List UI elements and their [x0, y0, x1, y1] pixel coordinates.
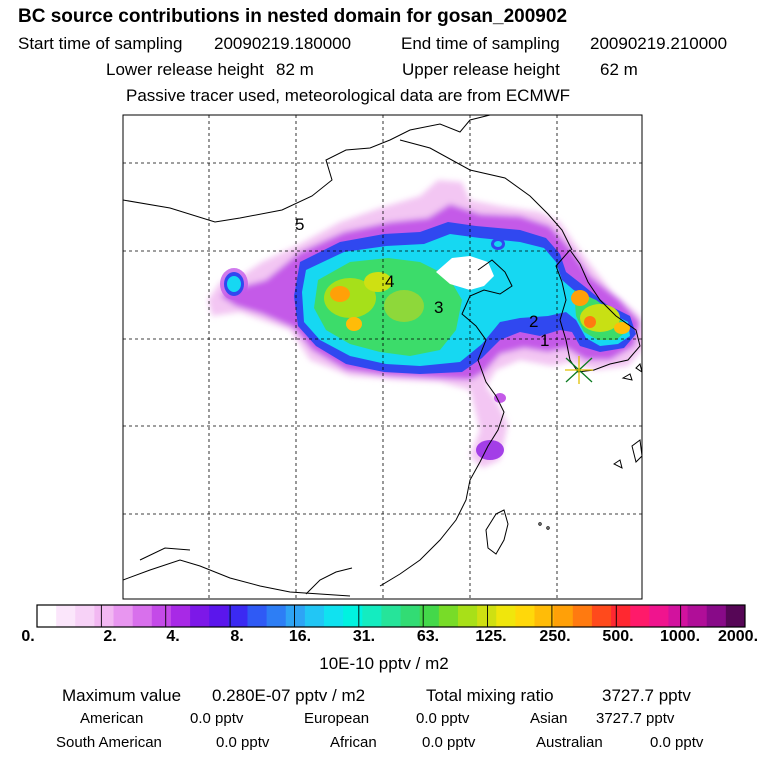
colorbar-swatch — [228, 605, 248, 627]
australian-value: 0.0 pptv — [650, 734, 704, 751]
colorbar-swatch — [266, 605, 287, 627]
colorbar-swatch — [706, 605, 727, 627]
region-labels: 1 2 3 4 5 — [295, 215, 549, 350]
colorbar-label: 250. — [539, 628, 571, 645]
colorbar-label: 1000. — [659, 628, 701, 645]
colorbar-swatch — [611, 605, 631, 627]
max-value: 0.280E-07 pptv / m2 — [212, 686, 366, 705]
start-time-label: Start time of sampling — [18, 34, 183, 53]
end-time-label: End time of sampling — [401, 34, 560, 53]
african-value: 0.0 pptv — [422, 734, 476, 751]
region-label-2: 2 — [529, 312, 538, 331]
colorbar-swatch — [438, 605, 459, 627]
lower-height-value: 82 m — [276, 60, 314, 79]
colorbar-swatch — [553, 605, 574, 627]
colorbar-swatch — [37, 605, 57, 627]
colorbar-label: 8. — [230, 628, 244, 645]
upper-height-value: 62 m — [600, 60, 638, 79]
map-frame — [122, 114, 643, 600]
max-value-label: Maximum value — [62, 686, 182, 705]
colorbar-label: 2. — [103, 628, 117, 645]
colorbar-swatch — [343, 605, 363, 627]
colorbar-swatch — [400, 605, 421, 627]
colorbar-swatch — [649, 605, 669, 627]
tracer-note: Passive tracer used, meteorological data… — [126, 86, 571, 105]
colorbar-swatch — [572, 605, 593, 627]
colorbar-swatch — [75, 605, 95, 627]
australian-label: Australian — [536, 734, 603, 751]
colorbar-swatch — [113, 605, 134, 627]
south-american-value: 0.0 pptv — [216, 734, 270, 751]
colorbar-swatch — [285, 605, 306, 627]
colorbar-swatch — [362, 605, 382, 627]
colorbar-swatch — [630, 605, 650, 627]
colorbar-swatch — [324, 605, 344, 627]
colorbar-label: 125. — [475, 628, 507, 645]
south-american-label: South American — [56, 734, 162, 751]
colorbar-label: 31. — [352, 628, 376, 645]
end-time-value: 20090219.210000 — [590, 34, 728, 53]
colorbar-swatch — [515, 605, 535, 627]
start-time-value: 20090219.180000 — [214, 34, 352, 53]
asian-value: 3727.7 pptv — [596, 710, 675, 727]
colorbar — [37, 605, 746, 627]
colorbar-swatch — [209, 605, 229, 627]
region-label-3: 3 — [434, 298, 443, 317]
graticule — [123, 115, 642, 599]
region-label-4: 4 — [385, 272, 394, 291]
colorbar-swatch — [457, 605, 478, 627]
colorbar-swatch — [247, 605, 268, 627]
colorbar-swatch — [591, 605, 612, 627]
asian-label: Asian — [530, 710, 568, 727]
colorbar-swatch — [304, 605, 325, 627]
colorbar-swatch — [419, 605, 440, 627]
coastlines — [123, 115, 642, 597]
american-label: American — [80, 710, 144, 727]
colorbar-frame — [36, 604, 746, 628]
colorbar-label: 16. — [288, 628, 312, 645]
colorbar-swatch — [477, 605, 497, 627]
plot-title: BC source contributions in nested domain… — [18, 6, 568, 27]
colorbar-units: 10E-10 pptv / m2 — [319, 654, 449, 673]
colorbar-swatch — [190, 605, 210, 627]
total-mixing-value: 3727.7 pptv — [602, 686, 691, 705]
colorbar-swatch — [132, 605, 153, 627]
colorbar-swatch — [151, 605, 172, 627]
colorbar-label: 4. — [166, 628, 180, 645]
african-label: African — [330, 734, 377, 751]
european-value: 0.0 pptv — [416, 710, 470, 727]
colorbar-swatch — [94, 605, 114, 627]
colorbar-label: 63. — [416, 628, 440, 645]
colorbar-swatch — [687, 605, 708, 627]
receptor-star-icon — [565, 356, 593, 384]
colorbar-label: 2000. — [717, 628, 759, 645]
upper-height-label: Upper release height — [402, 60, 560, 79]
region-label-1: 1 — [540, 331, 549, 350]
plume-layer — [208, 180, 642, 468]
colorbar-swatch — [725, 605, 746, 627]
colorbar-label: 0. — [21, 628, 35, 645]
european-label: European — [304, 710, 370, 727]
colorbar-swatch — [496, 605, 516, 627]
total-mixing-label: Total mixing ratio — [426, 686, 554, 705]
region-label-5: 5 — [295, 215, 304, 234]
colorbar-label: 500. — [602, 628, 634, 645]
bohai-gap — [436, 256, 494, 290]
colorbar-swatch — [56, 605, 76, 627]
colorbar-swatch — [668, 605, 688, 627]
colorbar-swatch — [534, 605, 555, 627]
lower-height-label: Lower release height — [106, 60, 264, 79]
colorbar-swatch — [170, 605, 191, 627]
colorbar-swatch — [381, 605, 401, 627]
american-value: 0.0 pptv — [190, 710, 244, 727]
